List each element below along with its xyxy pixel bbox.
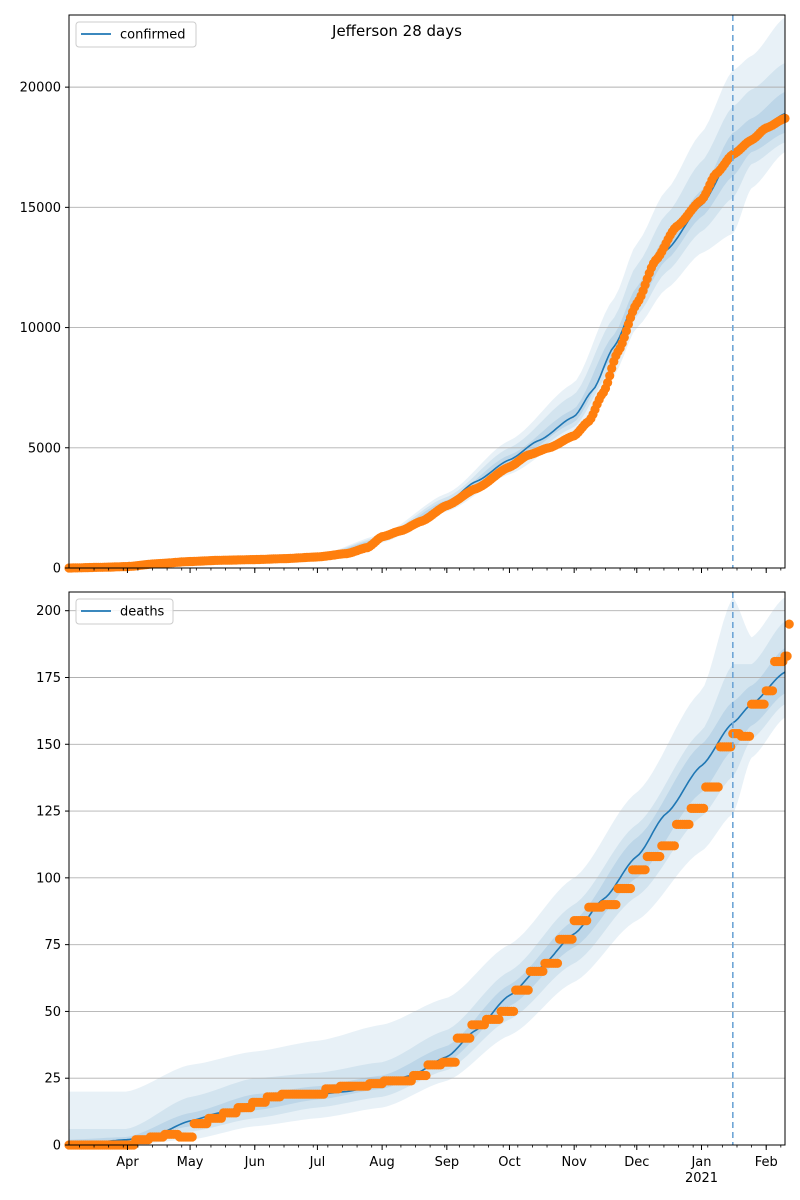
- confirmed-y-tick-label: 15000: [20, 201, 61, 216]
- confirmed-forecast-band-1: [732, 17, 785, 234]
- deaths-y-tick-label: 75: [44, 938, 61, 953]
- deaths-observed-point: [759, 699, 769, 709]
- confirmed-y-tick-label: 10000: [20, 321, 61, 336]
- deaths-x-tick-label: Oct: [498, 1155, 520, 1170]
- deaths-x-tick-label: Sep: [435, 1155, 460, 1170]
- deaths-legend: deaths: [75, 598, 174, 625]
- deaths-axes-frame: [68, 591, 786, 1146]
- deaths-observed-point: [494, 1014, 504, 1024]
- deaths-observed-point: [552, 958, 563, 968]
- confirmed-legend-box: [75, 21, 197, 48]
- confirmed-panel: 0 5000 10000 15000 20000 Jefferson 28 days c…: [20, 14, 790, 577]
- deaths-y-tick-label: 50: [44, 1005, 61, 1020]
- confirmed-observed-point: [603, 378, 613, 388]
- deaths-observed-point: [713, 782, 723, 792]
- deaths-legend-box: [75, 598, 174, 625]
- deaths-observed-point: [582, 916, 592, 926]
- deaths-observed-point: [508, 1006, 519, 1017]
- deaths-observed-point: [640, 865, 650, 875]
- deaths-observed-point: [782, 651, 792, 661]
- confirmed-legend: confirmed: [75, 21, 197, 48]
- confirmed-observed-point: [605, 371, 615, 381]
- deaths-x-tick-label: Jun: [244, 1155, 265, 1170]
- deaths-y-tick-label: 175: [36, 671, 61, 686]
- deaths-x-year-label: 2021: [685, 1171, 718, 1186]
- confirmed-legend-label: confirmed: [120, 28, 186, 43]
- confirmed-y-axis: 0 5000 10000 15000 20000: [20, 81, 69, 577]
- deaths-observed-point: [784, 619, 794, 629]
- deaths-x-tick-label: Feb: [755, 1155, 778, 1170]
- deaths-y-tick-label: 150: [36, 738, 61, 753]
- deaths-y-tick-label: 25: [44, 1072, 61, 1087]
- deaths-x-tick-label: Jan: [690, 1155, 711, 1170]
- confirmed-axes-frame: [68, 14, 786, 569]
- deaths-x-tick-label: Dec: [624, 1155, 649, 1170]
- deaths-y-axis: 0 25 50 75 100 125 150 175 200: [36, 604, 69, 1154]
- confirmed-y-tick-label: 5000: [28, 441, 61, 456]
- deaths-observed-point: [744, 731, 755, 741]
- deaths-observed-point: [538, 966, 548, 977]
- deaths-observed-points: [64, 619, 794, 1150]
- deaths-x-tick-label: Jul: [309, 1155, 326, 1170]
- deaths-legend-label: deaths: [120, 605, 165, 620]
- deaths-y-tick-label: 125: [36, 805, 61, 820]
- deaths-observed-point: [767, 686, 778, 696]
- deaths-observed-point: [611, 900, 621, 910]
- confirmed-x-axis: [79, 568, 782, 573]
- confirmed-gridlines: [69, 86, 785, 569]
- deaths-observed-point: [655, 851, 665, 862]
- deaths-x-tick-label: Nov: [561, 1155, 587, 1170]
- deaths-y-tick-label: 200: [36, 604, 61, 619]
- deaths-observed-point: [669, 841, 680, 851]
- deaths-x-tick-label: Aug: [369, 1155, 394, 1170]
- deaths-observed-point: [699, 803, 709, 814]
- deaths-observed-point: [625, 883, 636, 894]
- deaths-x-axis: Apr May Jun Jul Aug Sep Oct Nov Dec Jan Feb 2021: [79, 1145, 782, 1186]
- deaths-observed-point: [421, 1070, 431, 1081]
- confirmed-observed-point: [607, 363, 617, 373]
- deaths-observed-point: [684, 819, 694, 830]
- deaths-observed-point: [567, 934, 577, 944]
- deaths-observed-point: [187, 1132, 197, 1142]
- deaths-fit-band-1: [69, 597, 733, 1145]
- deaths-panel: 0 25 50 75 100 125 150 175 200 Apr May Jun Jul Aug Se…: [36, 591, 794, 1186]
- deaths-observed-point: [465, 1033, 475, 1043]
- deaths-observed-point: [726, 742, 736, 752]
- deaths-observed-point: [523, 985, 533, 995]
- confirmed-y-tick-label: 20000: [20, 81, 61, 96]
- deaths-x-tick-label: May: [177, 1155, 204, 1170]
- deaths-observed-point: [450, 1057, 460, 1067]
- chart-title: Jefferson 28 days: [331, 22, 462, 40]
- deaths-x-tick-label: Apr: [116, 1155, 139, 1170]
- confirmed-y-tick-label: 0: [53, 562, 61, 577]
- deaths-y-tick-label: 100: [36, 871, 61, 886]
- deaths-y-tick-label: 0: [53, 1139, 61, 1154]
